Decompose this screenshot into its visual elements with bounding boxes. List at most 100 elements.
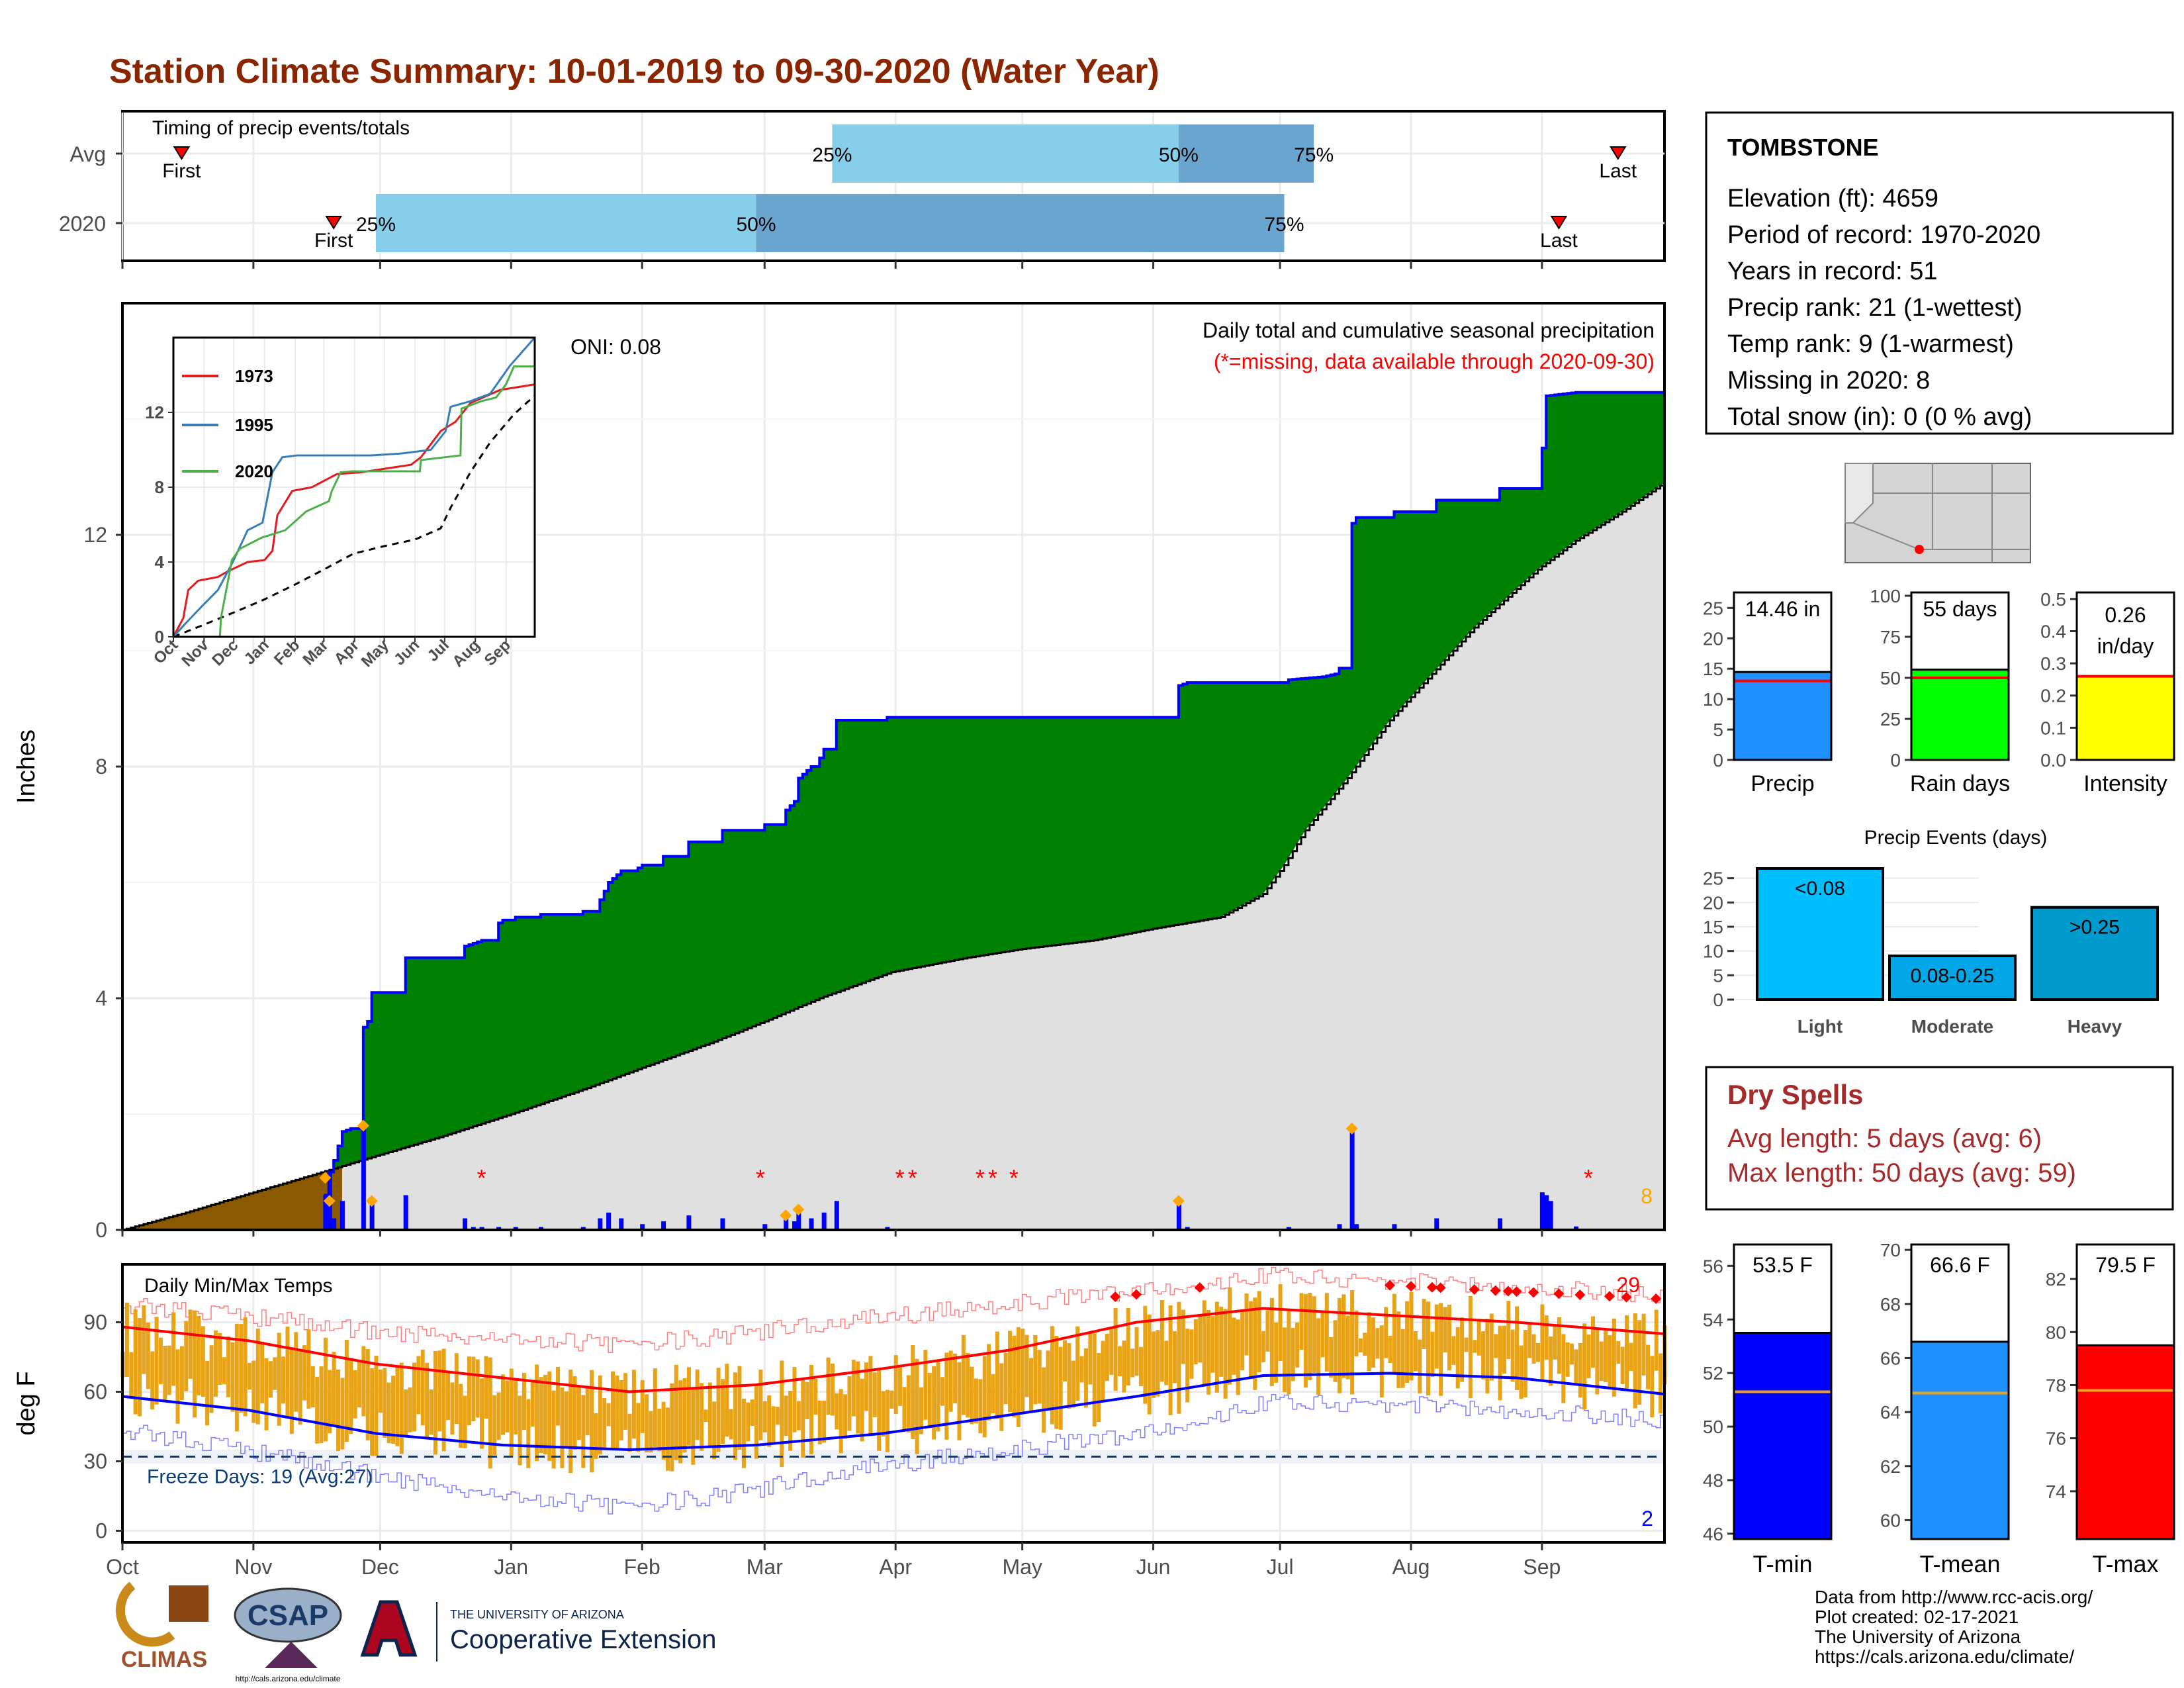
tbar-ytick-label: 46 [1703,1524,1723,1544]
daily-temp-bar [678,1380,683,1464]
daily-temp-bar [1101,1340,1105,1401]
daily-precip-bar [340,1201,345,1230]
daily-temp-bar [1531,1334,1536,1364]
daily-temp-bar [686,1367,691,1446]
daily-temp-bar [1236,1319,1240,1395]
daily-temp-bar [1320,1312,1325,1358]
daily-temp-bar [294,1332,298,1412]
daily-temp-bar [771,1406,776,1442]
tbar-ytick-label: 50 [1703,1417,1723,1437]
tbar-ytick-label: 60 [1880,1510,1901,1530]
daily-temp-bar [133,1309,138,1415]
record-high-marker [1502,1286,1514,1297]
daily-precip-bar [1354,1224,1359,1230]
daily-temp-bar [1282,1327,1287,1393]
daily-temp-bar [1578,1342,1582,1398]
daily-temp-bar [826,1357,831,1415]
daily-temp-bar [729,1409,733,1440]
daily-temp-bar [526,1399,531,1468]
daily-temp-bar [264,1358,269,1430]
precip-annotation-title: Daily total and cumulative seasonal prec… [1203,318,1655,342]
tbar-ytick-label: 78 [2046,1375,2066,1395]
daily-precip-bar [1337,1224,1342,1230]
daily-precip-marker [792,1203,805,1216]
daily-temp-bar [1645,1344,1650,1389]
daily-temp-bar [805,1382,809,1420]
daily-temp-bar [425,1362,430,1439]
timing-title: Timing of precip events/totals [152,117,410,139]
daily-temp-bar [1430,1331,1435,1378]
daily-temp-bar [1291,1327,1295,1382]
daily-temp-bar [197,1316,201,1395]
daily-temp-bar [129,1352,134,1397]
daily-temp-bar [1599,1341,1604,1382]
daily-temp-bar [1253,1297,1257,1390]
events-ytick-label: 20 [1703,892,1723,913]
university-of-arizona-icon [360,1600,418,1657]
daily-temp-bar [535,1364,539,1462]
daily-temp-bar [1329,1336,1334,1378]
daily-temp-bar [1464,1337,1469,1352]
timing-first-label: First [162,160,201,182]
daily-precip-bar [332,1218,337,1230]
daily-precip-bar [834,1201,839,1230]
daily-temp-bar [158,1337,163,1385]
daily-temp-bar [1400,1329,1405,1388]
daily-temp-bar [315,1376,320,1444]
month-label: Oct [106,1555,139,1579]
daily-temp-bar [1654,1309,1659,1371]
daily-precip-bar [538,1227,543,1230]
tbar-frame [1910,1243,2010,1540]
tbar-ytick-label: 74 [2046,1481,2066,1502]
daily-temp-bar [1451,1336,1456,1365]
daily-temp-bar [944,1352,949,1440]
daily-temp-bar [1088,1333,1093,1385]
daily-temp-bar [1223,1309,1228,1399]
daily-temp-bar [310,1366,315,1408]
daily-temp-bar [590,1370,594,1473]
timing-panel: Timing of precip events/totals Avg 25% 50% 7… [59,110,1666,269]
daily-temp-bar [835,1393,839,1430]
daily-temp-bar [218,1333,222,1385]
daily-precip-bar [821,1212,827,1230]
bar-ytick-label: 0.3 [2040,653,2066,674]
daily-temp-bar [610,1371,615,1450]
missing-day-marker: * [477,1164,486,1192]
tbar-frame [2075,1243,2175,1540]
event-category-label: Heavy [2068,1016,2122,1037]
month-label: Jan [494,1555,528,1579]
missing-day-marker: * [895,1164,905,1192]
daily-temp-bar [619,1380,623,1441]
bar-ytick-label: 0.2 [2040,686,2066,706]
month-label: Mar [747,1555,783,1579]
daily-temp-bar [1126,1308,1130,1385]
daily-temp-bar [932,1366,936,1440]
daily-temp-bar [1455,1327,1460,1389]
csap-cloud [234,1587,342,1643]
daily-temp-bar [437,1350,442,1432]
daily-temp-bar [898,1367,903,1406]
daily-temp-bar [1042,1367,1046,1433]
daily-temp-bar [1426,1301,1431,1396]
daily-temp-bar [1227,1287,1232,1385]
daily-temp-bar [260,1341,265,1404]
daily-precip-bar [598,1218,603,1230]
daily-temp-bar [365,1349,370,1441]
daily-temp-bar [657,1408,662,1452]
timing-p75-label: 75% [1294,144,1334,166]
bar-unit-label: in/day [2097,634,2154,658]
daily-temp-bar [509,1368,514,1457]
bar-ytick-label: 0.5 [2040,589,2066,610]
event-bar-heavy [2030,906,2159,1001]
daily-temp-bar [1392,1293,1396,1373]
events-ytick-label: 0 [1713,990,1723,1010]
daily-temp-bar [661,1401,666,1460]
daily-temp-bar [767,1395,772,1447]
daily-precip-marker [780,1209,792,1222]
timing-bar-25-50 [376,194,756,252]
daily-temp-bar [1590,1316,1595,1368]
daily-temp-bar [298,1350,302,1425]
inset-legend-label: 1973 [235,366,273,386]
daily-temp-bar [188,1309,193,1379]
